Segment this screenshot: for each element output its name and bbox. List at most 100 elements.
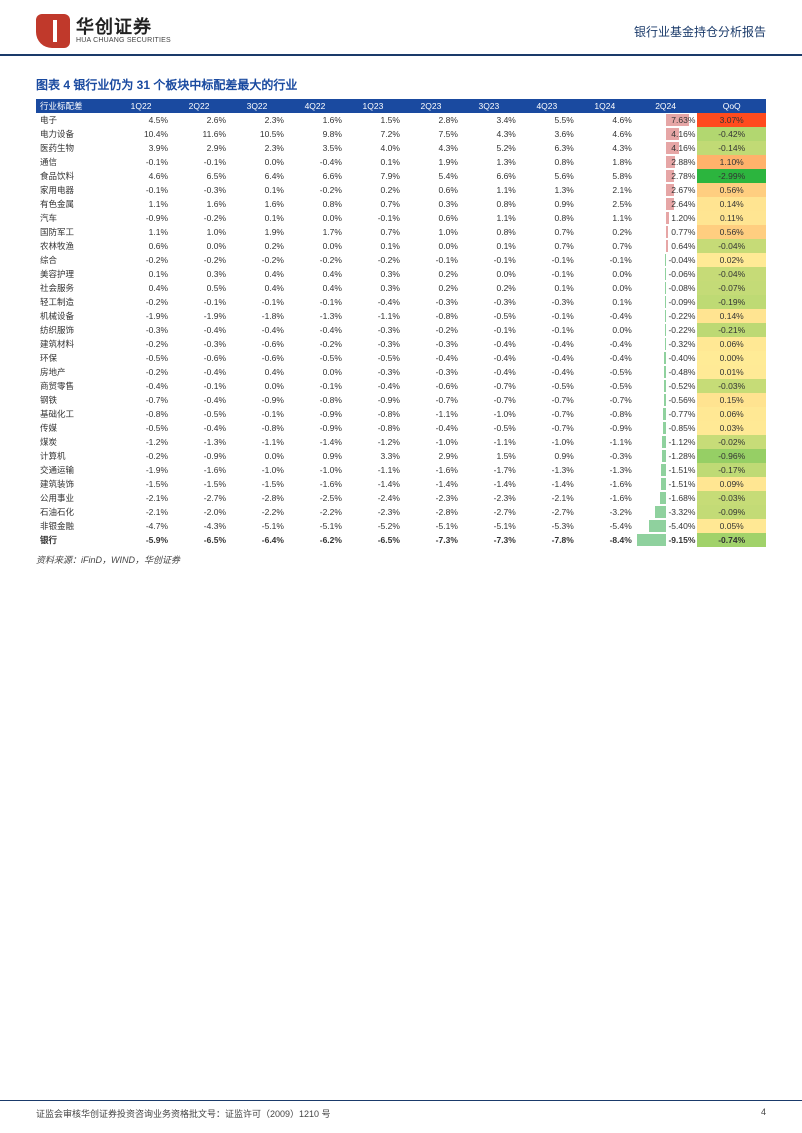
cell-value: 4.0%	[344, 141, 402, 155]
cell-value: -0.7%	[518, 393, 576, 407]
cell-qoq: 0.56%	[697, 225, 766, 239]
table-row: 石油石化-2.1%-2.0%-2.2%-2.2%-2.3%-2.8%-2.7%-…	[36, 505, 766, 519]
table-row: 电力设备10.4%11.6%10.5%9.8%7.2%7.5%4.3%3.6%4…	[36, 127, 766, 141]
cell-value: 0.3%	[402, 197, 460, 211]
cell-value: -0.8%	[228, 421, 286, 435]
cell-value: -0.3%	[344, 323, 402, 337]
table-row: 基础化工-0.8%-0.5%-0.1%-0.9%-0.8%-1.1%-1.0%-…	[36, 407, 766, 421]
cell-value: 0.5%	[170, 281, 228, 295]
cell-value: -1.0%	[402, 435, 460, 449]
cell-value: -0.5%	[460, 421, 518, 435]
cell-value: -0.5%	[576, 365, 634, 379]
cell-value: -2.3%	[460, 491, 518, 505]
cell-value: -0.3%	[402, 295, 460, 309]
cell-value: -1.3%	[286, 309, 344, 323]
cell-value: -2.0%	[170, 505, 228, 519]
cell-value: -0.6%	[170, 351, 228, 365]
cell-value: -1.4%	[402, 477, 460, 491]
cell-qoq: 0.09%	[697, 477, 766, 491]
cell-value: 0.0%	[460, 267, 518, 281]
cell-value: -1.1%	[228, 435, 286, 449]
cell-value: -5.4%	[576, 519, 634, 533]
cell-value: -0.8%	[344, 407, 402, 421]
cell-2q24: -0.04%	[634, 253, 698, 267]
row-label: 医药生物	[36, 141, 112, 155]
cell-value: 7.2%	[344, 127, 402, 141]
cell-value: 1.1%	[460, 211, 518, 225]
cell-value: 6.5%	[170, 169, 228, 183]
cell-qoq: 0.56%	[697, 183, 766, 197]
row-label: 交通运输	[36, 463, 112, 477]
cell-value: -0.4%	[286, 155, 344, 169]
row-label: 机械设备	[36, 309, 112, 323]
cell-value: -0.2%	[112, 449, 170, 463]
cell-value: -0.3%	[460, 295, 518, 309]
cell-value: 0.8%	[286, 197, 344, 211]
table-row: 家用电器-0.1%-0.3%0.1%-0.2%0.2%0.6%1.1%1.3%2…	[36, 183, 766, 197]
cell-2q24: -0.22%	[634, 309, 698, 323]
cell-value: 0.7%	[576, 239, 634, 253]
cell-value: -0.2%	[112, 337, 170, 351]
cell-value: -0.4%	[112, 379, 170, 393]
row-label: 银行	[36, 533, 112, 547]
table-row: 商贸零售-0.4%-0.1%0.0%-0.1%-0.4%-0.6%-0.7%-0…	[36, 379, 766, 393]
footer-page-number: 4	[761, 1107, 766, 1120]
cell-value: -0.4%	[170, 421, 228, 435]
cell-value: -0.8%	[286, 393, 344, 407]
cell-value: 3.6%	[518, 127, 576, 141]
row-label: 社会服务	[36, 281, 112, 295]
cell-qoq: -0.17%	[697, 463, 766, 477]
column-header: 4Q22	[286, 99, 344, 113]
cell-value: -1.5%	[170, 477, 228, 491]
cell-value: 0.7%	[518, 225, 576, 239]
cell-value: 1.6%	[286, 113, 344, 127]
table-row: 非银金融-4.7%-4.3%-5.1%-5.1%-5.2%-5.1%-5.1%-…	[36, 519, 766, 533]
table-row: 医药生物3.9%2.9%2.3%3.5%4.0%4.3%5.2%6.3%4.3%…	[36, 141, 766, 155]
cell-value: 0.2%	[402, 281, 460, 295]
cell-2q24: -0.32%	[634, 337, 698, 351]
cell-value: 1.9%	[228, 225, 286, 239]
cell-value: -0.8%	[112, 407, 170, 421]
cell-value: 1.5%	[344, 113, 402, 127]
cell-value: -2.4%	[344, 491, 402, 505]
cell-value: 1.3%	[460, 155, 518, 169]
cell-value: -0.4%	[576, 309, 634, 323]
row-label: 钢铁	[36, 393, 112, 407]
cell-value: -0.4%	[228, 323, 286, 337]
cell-value: -0.1%	[170, 155, 228, 169]
row-label: 非银金融	[36, 519, 112, 533]
table-row: 美容护理0.1%0.3%0.4%0.4%0.3%0.2%0.0%-0.1%0.0…	[36, 267, 766, 281]
cell-value: -0.2%	[286, 253, 344, 267]
cell-value: -1.3%	[170, 435, 228, 449]
cell-2q24: -5.40%	[634, 519, 698, 533]
cell-value: -0.4%	[344, 295, 402, 309]
row-label: 食品饮料	[36, 169, 112, 183]
cell-qoq: -0.19%	[697, 295, 766, 309]
table-row: 计算机-0.2%-0.9%0.0%0.9%3.3%2.9%1.5%0.9%-0.…	[36, 449, 766, 463]
cell-value: -0.4%	[518, 365, 576, 379]
cell-value: 2.9%	[402, 449, 460, 463]
cell-value: 0.7%	[518, 239, 576, 253]
cell-value: 4.6%	[112, 169, 170, 183]
cell-value: -0.4%	[402, 351, 460, 365]
cell-value: 6.6%	[460, 169, 518, 183]
cell-value: 4.6%	[576, 127, 634, 141]
column-header: 1Q22	[112, 99, 170, 113]
cell-value: 0.4%	[286, 281, 344, 295]
cell-2q24: 4.16%	[634, 141, 698, 155]
cell-value: 0.2%	[460, 281, 518, 295]
cell-value: -0.5%	[518, 379, 576, 393]
row-label: 环保	[36, 351, 112, 365]
cell-value: -0.9%	[576, 421, 634, 435]
cell-value: 10.5%	[228, 127, 286, 141]
table-row: 煤炭-1.2%-1.3%-1.1%-1.4%-1.2%-1.0%-1.1%-1.…	[36, 435, 766, 449]
cell-value: -1.3%	[518, 463, 576, 477]
cell-qoq: 0.15%	[697, 393, 766, 407]
cell-value: 0.2%	[344, 183, 402, 197]
cell-value: 0.1%	[228, 211, 286, 225]
column-header: 1Q24	[576, 99, 634, 113]
cell-qoq: 0.14%	[697, 197, 766, 211]
table-row: 有色金属1.1%1.6%1.6%0.8%0.7%0.3%0.8%0.9%2.5%…	[36, 197, 766, 211]
cell-value: 0.1%	[518, 281, 576, 295]
cell-value: 4.5%	[112, 113, 170, 127]
